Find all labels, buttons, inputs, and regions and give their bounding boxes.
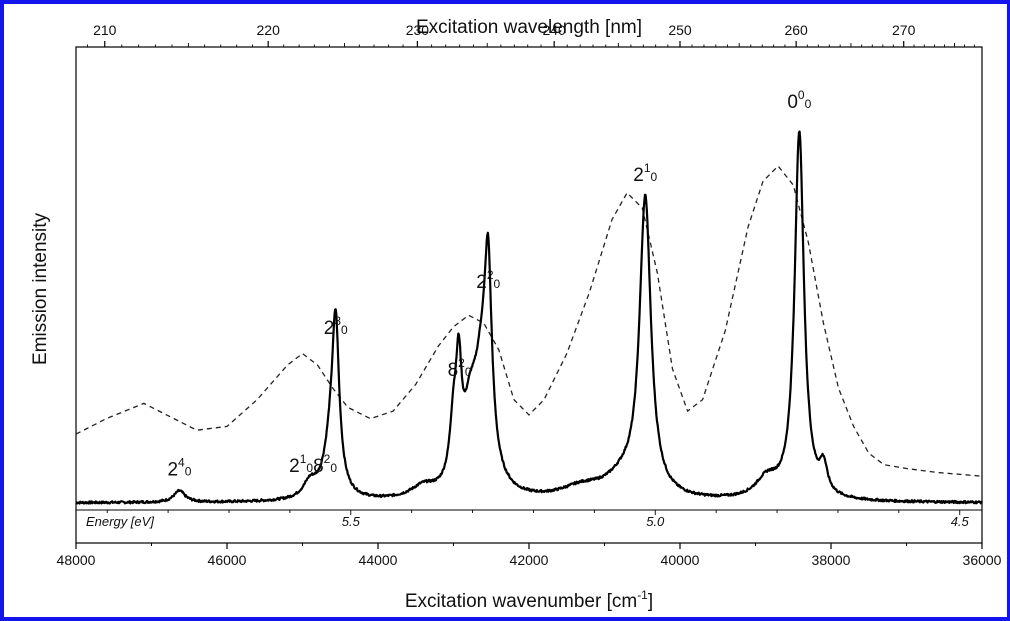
energy-scale: Energy [eV] 5.5 5.0 4.5	[76, 509, 982, 529]
x-tick-label: 40000	[661, 552, 700, 568]
peak-annotation: 000	[787, 88, 811, 113]
x-tick-label: 42000	[510, 552, 549, 568]
energy-axis-title: Energy [eV]	[86, 514, 154, 529]
energy-tick-label: 5.5	[342, 514, 361, 529]
x2-tick-label: 240	[542, 22, 566, 38]
x-tick-label: 36000	[963, 552, 1002, 568]
peak-annotation: 230	[324, 314, 348, 339]
tick-marks	[75, 41, 983, 549]
x2-tick-label: 250	[668, 22, 692, 38]
bottom-axis-title-exponent: -1	[637, 588, 648, 602]
peak-annotation: 820	[448, 356, 472, 381]
x-tick-label: 44000	[359, 552, 398, 568]
dashed-series-line	[75, 165, 983, 477]
x-tick-label: 38000	[812, 552, 851, 568]
y-axis-title: Emission intensity	[30, 212, 51, 365]
x-tick-label: 48000	[57, 552, 96, 568]
energy-tick-label: 5.0	[646, 514, 665, 529]
solid-series	[75, 130, 983, 505]
peak-annotation: 240	[167, 456, 191, 481]
x-tick-label: 46000	[208, 552, 247, 568]
top-axis-title: Excitation wavelength [nm]	[416, 17, 642, 38]
peak-labels: 240 210820 230 820 220 210 000	[167, 88, 811, 481]
bottom-axis-title-main: Excitation wavenumber [cm	[405, 591, 637, 612]
x2-tick-label: 270	[892, 22, 916, 38]
x2-tick-label: 260	[784, 22, 808, 38]
x2-tick-label: 210	[93, 22, 117, 38]
peak-annotation: 210820	[289, 452, 337, 477]
x2-tick-label: 220	[257, 22, 281, 38]
plot-area	[75, 46, 983, 544]
bottom-axis-title: Excitation wavenumber [cm-1]	[405, 588, 653, 612]
peak-annotation: 210	[633, 161, 657, 186]
energy-tick-label: 4.5	[951, 514, 970, 529]
bottom-axis-title-end: ]	[648, 591, 653, 612]
solid-series-line	[75, 130, 983, 505]
peak-annotation: 220	[476, 268, 500, 293]
dashed-series	[75, 165, 983, 477]
x2-tick-label: 230	[406, 22, 430, 38]
